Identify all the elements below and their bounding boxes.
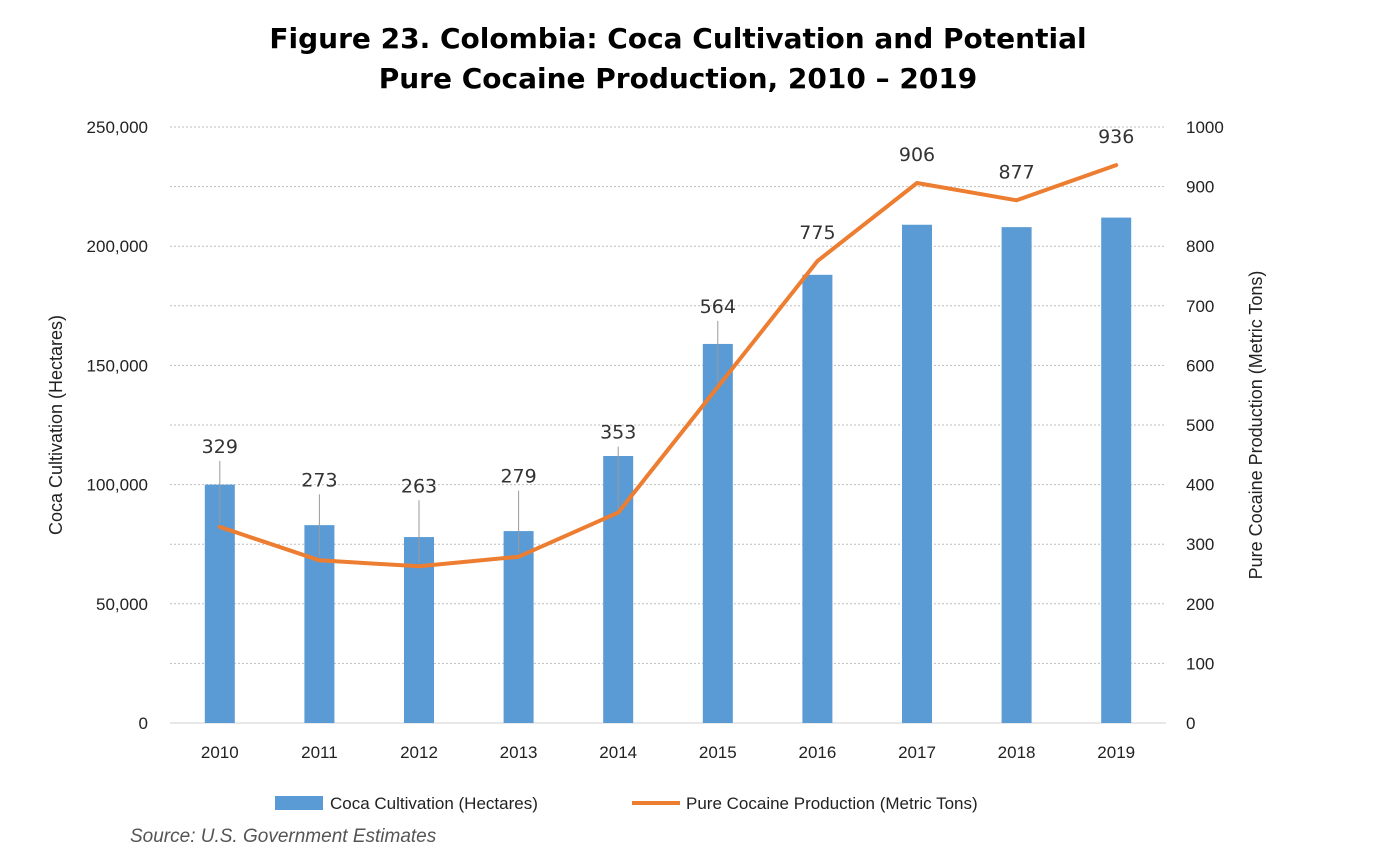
bar <box>1101 217 1132 724</box>
source-note: Source: U.S. Government Estimates <box>130 826 437 847</box>
series-line <box>217 163 1119 569</box>
data-label: 263 <box>401 475 437 497</box>
left-axis-tick-label: 100,000 <box>87 476 148 495</box>
right-axis-tick-label: 1000 <box>1186 118 1224 137</box>
data-label: 353 <box>600 422 636 444</box>
right-axis-ticks: 0 100 200 300 400 500 600 700 800 900 1000 <box>1186 118 1224 733</box>
legend-label-line: Pure Cocaine Production (Metric Tons) <box>686 794 978 813</box>
x-axis-tick-label: 2019 <box>1097 743 1135 762</box>
x-axis-tick-label: 2013 <box>500 743 538 762</box>
right-axis-tick-label: 300 <box>1186 535 1214 554</box>
bar <box>802 274 833 723</box>
right-axis-tick-label: 800 <box>1186 237 1214 256</box>
legend-label-bars: Coca Cultivation (Hectares) <box>330 794 538 813</box>
left-axis-tick-label: 0 <box>139 714 148 733</box>
x-axis-ticks: 2010 2011 2012 2013 2014 2015 2016 2017 2018 2019 <box>201 743 1135 762</box>
right-axis-tick-label: 600 <box>1186 356 1214 375</box>
x-axis-tick-label: 2016 <box>798 743 836 762</box>
data-label: 279 <box>500 466 536 488</box>
left-axis-tick-label: 150,000 <box>87 356 148 375</box>
chart-title: Figure 23. Colombia: Coca Cultivation an… <box>269 22 1086 95</box>
bar <box>702 343 733 723</box>
data-label: 936 <box>1098 126 1134 148</box>
left-axis-tick-label: 250,000 <box>87 118 148 137</box>
bar <box>1001 227 1032 724</box>
right-axis-tick-label: 0 <box>1186 714 1195 733</box>
data-labels: 329 273 263 279 353 564 775 906 877 936 <box>202 126 1135 497</box>
x-axis-tick-label: 2015 <box>699 743 737 762</box>
right-axis-tick-label: 100 <box>1186 654 1214 673</box>
data-label: 775 <box>799 222 835 244</box>
right-axis-tick-label: 900 <box>1186 178 1214 197</box>
legend: Coca Cultivation (Hectares) Pure Cocaine… <box>275 794 978 813</box>
data-label: 329 <box>202 436 238 458</box>
chart-title-line-1: Figure 23. Colombia: Coca Cultivation an… <box>269 22 1086 55</box>
bar-series <box>204 217 1132 724</box>
x-axis-tick-label: 2018 <box>998 743 1036 762</box>
data-label: 877 <box>998 161 1034 183</box>
right-axis-tick-label: 200 <box>1186 595 1214 614</box>
data-label: 273 <box>301 469 337 491</box>
line-series <box>217 163 1119 569</box>
gridlines <box>170 126 1166 724</box>
x-axis-tick-label: 2011 <box>301 743 338 762</box>
data-label: 906 <box>899 144 935 166</box>
chart-title-line-2: Pure Cocaine Production, 2010 – 2019 <box>379 62 978 95</box>
legend-swatch-bars <box>275 796 323 810</box>
bar <box>503 531 534 723</box>
right-axis-tick-label: 500 <box>1186 416 1214 435</box>
left-axis-ticks: 0 50,000 100,000 150,000 200,000 250,000 <box>87 118 148 733</box>
x-axis-tick-label: 2017 <box>898 743 936 762</box>
x-axis-tick-label: 2014 <box>599 743 637 762</box>
bar <box>204 484 235 723</box>
leader-lines <box>219 320 719 563</box>
right-axis-tick-label: 700 <box>1186 297 1214 316</box>
x-axis-tick-label: 2012 <box>400 743 438 762</box>
left-axis-tick-label: 200,000 <box>87 237 148 256</box>
left-axis-tick-label: 50,000 <box>96 595 148 614</box>
right-axis-tick-label: 400 <box>1186 476 1214 495</box>
right-axis-label: Pure Cocaine Production (Metric Tons) <box>1246 271 1266 580</box>
data-label: 564 <box>700 296 736 318</box>
left-axis-label: Coca Cultivation (Hectares) <box>46 315 66 535</box>
x-axis-tick-label: 2010 <box>201 743 239 762</box>
bar <box>902 224 932 723</box>
